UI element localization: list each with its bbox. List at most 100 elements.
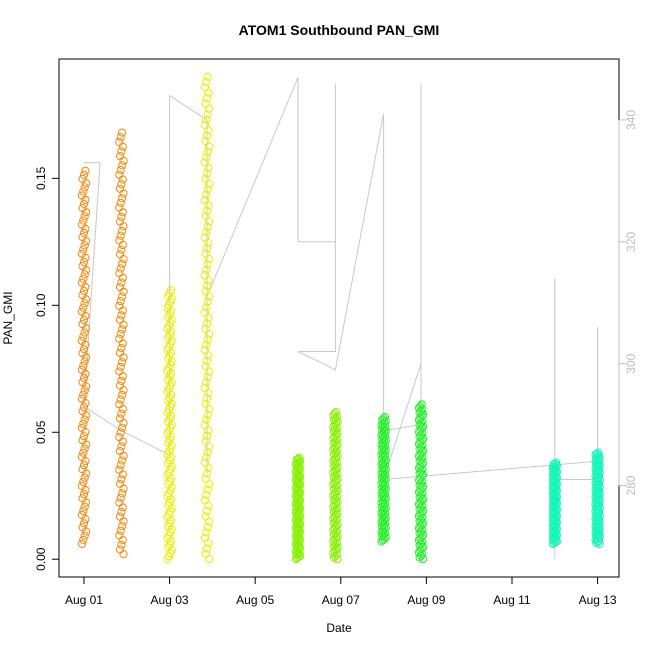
data-point	[380, 529, 390, 538]
data-point	[202, 78, 211, 87]
data-point	[202, 394, 212, 403]
data-point	[78, 320, 87, 329]
data-point	[77, 510, 87, 520]
data-point	[380, 515, 389, 524]
data-point	[79, 345, 89, 354]
data-point	[200, 233, 209, 242]
y2-axis: 280 300 320 340	[618, 110, 638, 496]
data-point	[118, 175, 127, 184]
data-point	[201, 362, 210, 371]
data-point	[201, 287, 210, 296]
data-point	[595, 454, 604, 463]
data-point	[115, 400, 124, 409]
data-point	[292, 511, 301, 520]
data-point	[378, 415, 387, 424]
data-point	[115, 184, 125, 193]
data-point	[292, 534, 301, 544]
data-point	[118, 325, 127, 334]
y-tick-label: 0.10	[34, 293, 48, 317]
point-stack	[77, 166, 91, 549]
data-point	[380, 490, 390, 499]
data-point	[80, 502, 89, 511]
data-point	[201, 137, 210, 146]
data-point	[115, 447, 125, 456]
point-stack	[163, 286, 176, 564]
data-point	[79, 535, 88, 544]
data-point	[200, 383, 209, 392]
data-point	[118, 470, 127, 479]
data-point	[417, 400, 426, 409]
data-point	[594, 451, 604, 460]
data-point	[292, 503, 301, 512]
data-point	[79, 315, 89, 325]
data-point	[117, 376, 126, 385]
data-point	[117, 180, 126, 189]
data-point	[381, 494, 390, 503]
data-point	[201, 474, 210, 483]
data-point	[80, 357, 89, 366]
data-point	[118, 456, 127, 465]
point-stack	[291, 453, 305, 564]
data-point	[381, 436, 390, 445]
data-point	[115, 433, 124, 442]
data-point	[80, 183, 89, 192]
data-point	[118, 372, 127, 381]
point-stack	[548, 458, 562, 549]
point-stack	[591, 448, 604, 549]
data-point	[119, 222, 128, 231]
data-point	[201, 249, 210, 258]
x-axis: Aug 01 Aug 03 Aug 05 Aug 07 Aug 09 Aug 11 Aug …	[65, 576, 617, 607]
data-point	[118, 142, 127, 151]
data-point	[380, 422, 390, 431]
data-point	[80, 299, 89, 308]
data-point	[115, 315, 125, 325]
data-point	[381, 504, 390, 513]
data-point	[117, 442, 126, 451]
x-tick-label: Aug 11	[493, 593, 530, 607]
data-point	[201, 437, 210, 446]
data-point	[200, 496, 209, 505]
data-point	[166, 286, 176, 295]
data-point	[202, 115, 211, 124]
data-point	[203, 110, 212, 119]
data-point	[292, 519, 301, 528]
data-point	[296, 456, 305, 466]
data-point	[116, 166, 125, 175]
data-point	[380, 457, 389, 466]
data-point	[79, 332, 88, 341]
x-tick-label: Aug 05	[236, 593, 274, 607]
y-axis: 0.00 0.05 0.10 0.15	[34, 166, 60, 571]
y2-tick-label: 300	[624, 353, 638, 373]
data-point	[118, 194, 127, 203]
data-point	[78, 407, 87, 416]
data-point	[380, 432, 390, 441]
data-point	[201, 399, 210, 408]
data-point	[381, 484, 390, 493]
data-point	[80, 386, 89, 395]
data-point	[117, 212, 126, 221]
data-point	[79, 390, 88, 399]
data-point	[118, 339, 127, 348]
data-point	[119, 517, 128, 526]
data-point	[119, 386, 128, 395]
data-point	[200, 421, 209, 430]
data-point	[292, 550, 301, 559]
data-point	[381, 475, 390, 484]
data-point	[380, 466, 389, 475]
data-point	[200, 458, 209, 467]
data-point	[79, 274, 88, 283]
point-stack	[200, 72, 214, 564]
data-point	[332, 407, 341, 417]
data-point	[80, 241, 89, 250]
data-point	[381, 455, 390, 464]
data-point	[77, 191, 87, 200]
data-point	[416, 402, 425, 411]
point-stack	[329, 407, 342, 564]
data-point	[202, 378, 211, 387]
data-point	[77, 394, 87, 403]
data-point	[202, 265, 211, 274]
data-point	[118, 358, 127, 367]
data-point	[80, 270, 89, 279]
data-point	[203, 523, 212, 532]
y2-tick-label: 280	[624, 475, 638, 495]
